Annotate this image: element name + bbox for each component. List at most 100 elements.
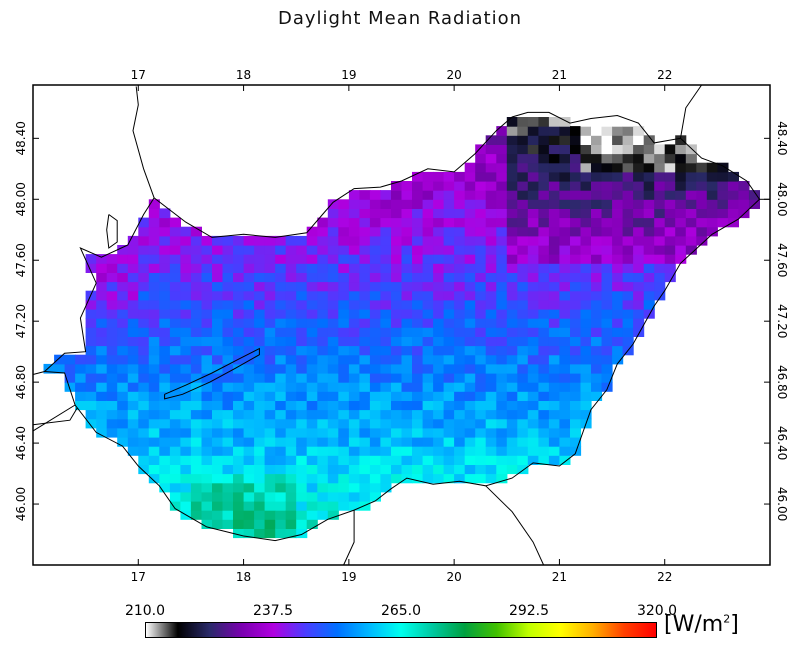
- grid-cell: [548, 190, 560, 200]
- grid-cell: [285, 254, 297, 264]
- grid-cell: [506, 290, 518, 301]
- grid-cell: [570, 409, 582, 420]
- grid-cell: [433, 327, 445, 337]
- grid-cell: [212, 391, 224, 401]
- grid-cell: [317, 455, 329, 465]
- grid-cell: [412, 318, 424, 328]
- grid-cell: [75, 391, 87, 401]
- grid-cell: [612, 336, 624, 347]
- grid-cell: [443, 299, 455, 310]
- grid-cell: [675, 208, 687, 219]
- grid-cell: [654, 245, 666, 255]
- grid-cell: [664, 245, 676, 255]
- grid-cell: [422, 327, 434, 337]
- grid-cell: [422, 226, 434, 237]
- grid-cell: [180, 464, 192, 475]
- grid-cell: [475, 409, 487, 420]
- grid-cell: [485, 363, 497, 374]
- grid-cell: [475, 217, 487, 228]
- grid-cell: [580, 345, 592, 356]
- grid-cell: [264, 482, 276, 493]
- grid-cell: [380, 226, 392, 237]
- grid-cell: [601, 363, 613, 374]
- grid-cell: [201, 354, 213, 365]
- grid-cell: [190, 427, 202, 438]
- grid-cell: [106, 254, 118, 264]
- grid-cell: [264, 281, 276, 292]
- grid-cell: [190, 235, 202, 246]
- grid-cell: [685, 226, 697, 237]
- grid-cell: [96, 336, 108, 347]
- grid-cell: [264, 382, 276, 392]
- grid-cell: [591, 318, 603, 328]
- grid-cell: [433, 263, 445, 273]
- grid-cell: [359, 382, 371, 392]
- grid-cell: [306, 245, 318, 255]
- grid-cell: [317, 354, 329, 365]
- grid-cell: [454, 327, 466, 337]
- grid-cell: [327, 226, 339, 237]
- grid-cell: [506, 437, 518, 447]
- grid-cell: [685, 171, 697, 182]
- grid-cell: [169, 299, 181, 310]
- grid-cell: [359, 235, 371, 246]
- grid-cell: [612, 135, 624, 145]
- grid-cell: [475, 272, 487, 283]
- grid-cell: [148, 290, 160, 301]
- grid-cell: [233, 345, 245, 356]
- grid-cell: [359, 226, 371, 237]
- grid-cell: [190, 400, 202, 411]
- grid-cell: [664, 254, 676, 264]
- grid-cell: [190, 299, 202, 310]
- grid-cell: [317, 290, 329, 301]
- grid-cell: [306, 446, 318, 456]
- grid-cell: [275, 345, 287, 356]
- grid-cell: [380, 190, 392, 200]
- grid-cell: [433, 354, 445, 365]
- grid-cell: [306, 363, 318, 374]
- grid-cell: [496, 437, 508, 447]
- grid-cell: [275, 354, 287, 365]
- grid-cell: [159, 336, 171, 347]
- grid-cell: [348, 391, 360, 401]
- grid-cell: [317, 272, 329, 283]
- grid-cell: [738, 190, 750, 200]
- grid-cell: [285, 519, 297, 529]
- grid-cell: [506, 153, 518, 164]
- grid-cell: [212, 400, 224, 411]
- grid-cell: [612, 226, 624, 237]
- grid-cell: [117, 418, 129, 429]
- grid-cell: [664, 162, 676, 173]
- grid-cell: [275, 272, 287, 283]
- grid-cell: [233, 455, 245, 465]
- grid-cell: [485, 336, 497, 347]
- grid-cell: [106, 418, 118, 429]
- grid-cell: [201, 245, 213, 255]
- grid-cell: [538, 181, 550, 191]
- grid-cell: [359, 327, 371, 337]
- grid-cell: [180, 446, 192, 456]
- grid-cell: [443, 382, 455, 392]
- grid-cell: [359, 299, 371, 310]
- grid-cell: [454, 272, 466, 283]
- grid-cell: [422, 373, 434, 383]
- grid-cell: [169, 345, 181, 356]
- grid-cell: [138, 263, 150, 273]
- grid-cell: [422, 382, 434, 392]
- grid-cell: [233, 373, 245, 383]
- grid-cell: [591, 345, 603, 356]
- axis-tick-label: 47.60: [14, 243, 28, 277]
- grid-cell: [180, 382, 192, 392]
- grid-cell: [559, 446, 571, 456]
- grid-cell: [622, 190, 634, 200]
- grid-cell: [138, 437, 150, 447]
- grid-cell: [412, 290, 424, 301]
- grid-cell: [327, 235, 339, 246]
- grid-cell: [685, 245, 697, 255]
- grid-cell: [580, 281, 592, 292]
- grid-cell: [496, 363, 508, 374]
- grid-cell: [527, 281, 539, 292]
- grid-cell: [527, 400, 539, 411]
- grid-cell: [233, 309, 245, 319]
- grid-cell: [348, 464, 360, 475]
